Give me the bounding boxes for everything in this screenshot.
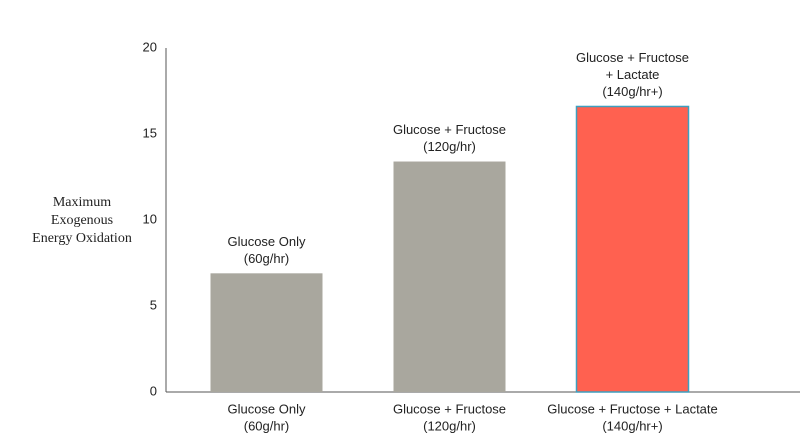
y-tick-label: 20 (143, 39, 157, 54)
bar (210, 273, 323, 392)
bar-annotation: (60g/hr) (244, 251, 290, 266)
x-tick-label: Glucose + Fructose + Lactate (547, 401, 718, 416)
y-tick-label: 5 (150, 297, 157, 312)
y-axis-label: Exogenous (51, 213, 113, 228)
y-axis-label: Energy Oxidation (32, 231, 132, 246)
bar-annotation: Glucose + Fructose (393, 122, 506, 137)
bar-annotation: (120g/hr) (423, 139, 476, 154)
bar-annotation: + Lactate (606, 67, 660, 82)
bar-annotation: Glucose Only (227, 234, 306, 249)
x-tick-label: (60g/hr) (244, 418, 290, 433)
bar-annotation: (140g/hr+) (602, 84, 662, 99)
y-tick-label: 0 (150, 383, 157, 398)
x-tick-label: Glucose Only (227, 401, 306, 416)
y-tick-label: 15 (143, 125, 157, 140)
bar (575, 105, 690, 393)
bar (393, 161, 506, 392)
y-tick-label: 10 (143, 211, 157, 226)
x-tick-label: Glucose + Fructose (393, 401, 506, 416)
bar-annotation: Glucose + Fructose (576, 50, 689, 65)
x-tick-label: (120g/hr) (423, 418, 476, 433)
x-tick-label: (140g/hr+) (602, 418, 662, 433)
y-axis-label: Maximum (53, 195, 111, 210)
